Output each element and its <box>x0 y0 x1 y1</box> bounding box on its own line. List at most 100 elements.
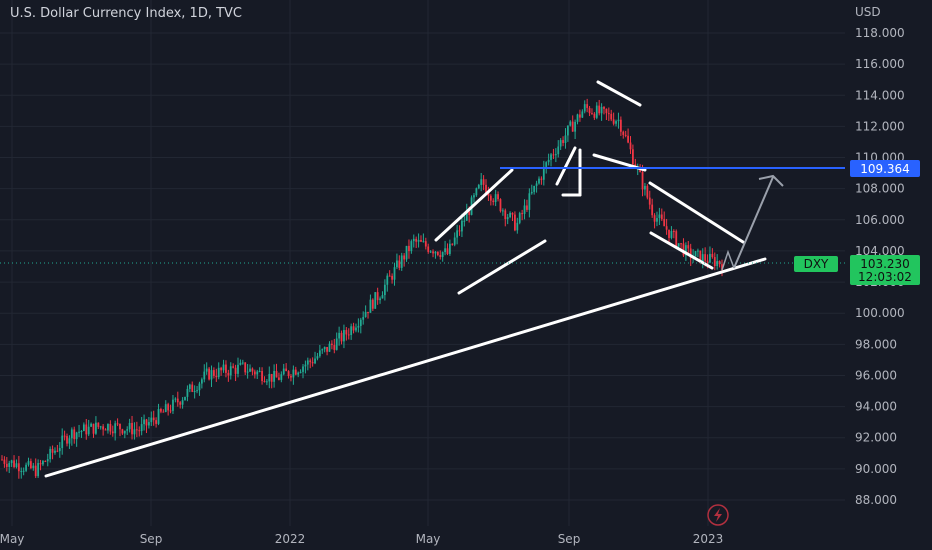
candle-body <box>388 275 391 277</box>
candle-body <box>629 142 632 150</box>
candle-body <box>603 106 605 109</box>
candle-body <box>114 423 117 434</box>
candle-body <box>37 463 40 477</box>
candle-body <box>20 470 23 472</box>
candle-body <box>396 260 398 268</box>
y-tick-label: 94.000 <box>855 400 897 414</box>
candle-body <box>374 292 377 309</box>
candle-body <box>22 470 25 472</box>
lightning-icon[interactable] <box>707 504 729 526</box>
candle-body <box>564 135 567 143</box>
candle-body <box>552 154 555 156</box>
candle-body <box>270 373 273 382</box>
candle-body <box>591 113 593 115</box>
candle-body <box>355 327 357 331</box>
candle-body <box>104 429 107 431</box>
candle-body <box>256 371 259 375</box>
candle-body <box>579 114 581 118</box>
candle-body <box>709 253 711 263</box>
candle-body <box>463 220 466 222</box>
candle-body <box>126 429 129 431</box>
candle-body <box>265 381 268 383</box>
candle-body <box>234 367 237 374</box>
candle-body <box>160 409 162 412</box>
x-tick-label: May <box>416 532 441 546</box>
candle-body <box>239 362 242 365</box>
candle-body <box>453 237 456 245</box>
candle-body <box>427 246 430 252</box>
level-price-tag-text: 109.364 <box>860 162 910 176</box>
candle-body <box>487 193 490 196</box>
candle-body <box>571 121 574 132</box>
candle-body <box>598 105 601 114</box>
candle-body <box>323 346 326 350</box>
x-tick-label: 2023 <box>693 532 724 546</box>
projection-arrow-head <box>758 174 784 187</box>
candle-body <box>90 423 92 427</box>
candle-body <box>304 364 307 367</box>
candle-body <box>352 326 355 331</box>
candle-body <box>530 191 533 194</box>
candle-body <box>97 422 100 427</box>
candle-body <box>54 450 56 453</box>
candle-body <box>641 172 644 190</box>
candle-body <box>576 114 579 122</box>
x-tick-label: 2022 <box>275 532 306 546</box>
candle-body <box>78 431 80 433</box>
candle-body <box>557 146 560 155</box>
candle-body <box>220 367 223 371</box>
candle-body <box>441 252 444 258</box>
candle-body <box>188 384 191 389</box>
candle-body <box>400 255 403 268</box>
candle-body <box>123 430 126 434</box>
candle-body <box>711 253 714 258</box>
candle-body <box>200 379 203 384</box>
candle-body <box>684 245 687 256</box>
candle-body <box>258 371 261 373</box>
candle-body <box>694 251 697 257</box>
candle-body <box>268 373 271 382</box>
candle-body <box>415 238 418 242</box>
candle-body <box>227 372 230 376</box>
y-tick-label: 112.000 <box>855 119 905 133</box>
candle-body <box>174 398 177 400</box>
candle-body <box>213 370 215 376</box>
candle-body <box>458 230 461 232</box>
candle-body <box>39 463 42 465</box>
candle-body <box>651 204 654 216</box>
candle-body <box>422 241 425 243</box>
candle-body <box>689 248 692 259</box>
candle-body <box>653 215 656 222</box>
candle-body <box>273 370 276 382</box>
candle-body <box>359 319 362 326</box>
candle-body <box>574 121 577 132</box>
candle-body <box>369 299 372 313</box>
top-channel-upper <box>596 80 642 107</box>
candle-body <box>485 184 487 194</box>
candle-body <box>381 295 384 299</box>
candle-body <box>251 368 254 372</box>
candle-body <box>444 248 446 253</box>
y-tick-label: 98.000 <box>855 337 897 351</box>
candle-body <box>697 250 699 252</box>
candle-body <box>672 231 675 233</box>
candle-body <box>10 460 13 464</box>
candle-body <box>477 184 480 189</box>
candle-body <box>263 381 266 383</box>
candle-body <box>680 243 682 245</box>
candle-body <box>343 330 345 342</box>
falling-channel-upper <box>648 181 745 244</box>
candle-body <box>420 239 422 242</box>
candle-body <box>581 111 584 118</box>
candle-body <box>405 245 408 260</box>
candle-body <box>391 275 394 280</box>
candle-body <box>461 220 463 232</box>
candle-body <box>328 343 331 352</box>
candle-body <box>562 140 564 143</box>
candle-body <box>278 377 280 380</box>
candle-body <box>677 243 680 247</box>
candle-body <box>121 429 124 434</box>
candle-body <box>13 460 15 468</box>
